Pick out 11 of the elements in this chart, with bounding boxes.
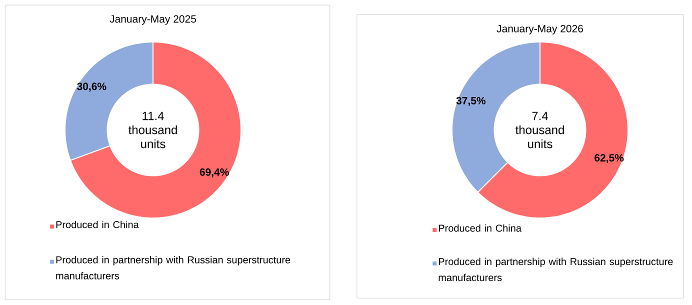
text: 7.4 thousand units [516,112,564,148]
chart-title: January-May 2025 [110,15,196,25]
legend-label: Produced in partnership with Russian superstructure manufacturers [438,258,673,282]
legend-label: Produced in China [438,224,522,232]
data-label: 69,4% [200,168,229,178]
data-label: 37,5% [456,96,486,106]
legend-label: Produced in partnership with Russian superstructure manufacturers [56,256,290,280]
chart-title: January-May 2026 [496,24,583,34]
legend-label: Produced in China [56,220,139,228]
text: 11.4 thousand units [128,112,177,148]
data-label: 30,6% [77,82,106,92]
